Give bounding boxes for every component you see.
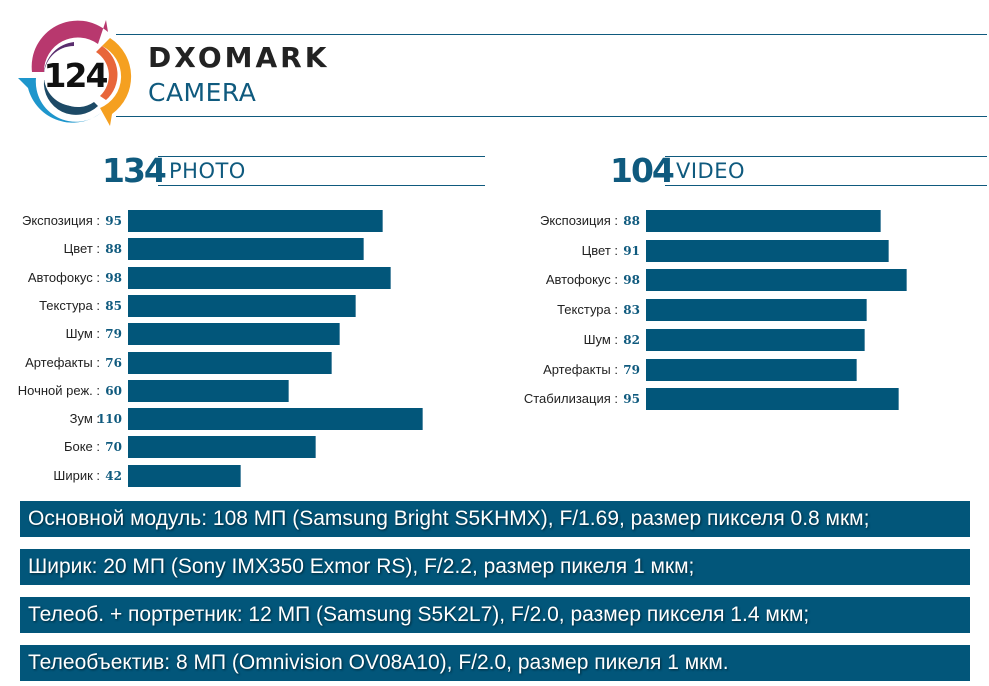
bar-category-label: Артефакты : [25,354,100,370]
photo-score: 134 [102,151,167,190]
bar-row: Текстура : 83 [0,299,989,322]
bar-value: 85 [105,298,122,313]
photo-rule-top [158,156,485,157]
bar [128,436,316,459]
bar-value: 98 [623,273,640,288]
bar [128,210,383,232]
header-rule-top [116,34,987,35]
bar-row: Экспозиция : 88 [0,210,989,232]
bar [646,299,867,322]
bar-category-label: Цвет : [63,241,100,257]
bar-category-label: Зум : [69,411,100,427]
bar [128,408,423,431]
bar-value: 60 [105,383,122,398]
bar-row: Артефакты : 76 [0,351,989,374]
brand-subtitle: CAMERA [148,78,257,107]
score-ring-icon [18,20,132,126]
spec-telephoto: Телеобъектив: 8 МП (Omnivision OV08A10),… [20,645,970,681]
bar-value: 95 [105,214,122,228]
bar-value: 98 [105,270,122,285]
bar-value: 91 [623,243,640,258]
bar-row: Автофокус : 98 [0,266,989,289]
bar [646,328,865,351]
spec-tele-portrait: Телеоб. + портретник: 12 МП (Samsung S5K… [20,597,970,633]
bar [128,464,241,487]
bar-row: Стабилизация : 95 [0,388,989,411]
spec-main-module: Основной модуль: 108 МП (Samsung Bright … [20,501,970,537]
bar [128,294,356,317]
bar-category-label: Автофокус : [545,272,618,288]
bar-category-label: Автофокус : [27,269,100,285]
bar [128,323,340,346]
dxomark-score-badge: 124 [14,16,134,134]
bar-value: 79 [105,327,122,342]
bar-category-label: Экспозиция : [22,213,100,228]
bar-row: Ширик : 42 [0,464,989,487]
bar-row: Автофокус : 98 [0,269,989,292]
bar-value: 70 [105,440,122,455]
bar-category-label: Шум : [65,326,100,342]
bar [646,388,899,411]
bar-category-label: Шум : [583,331,618,347]
bar [128,351,332,374]
bar [646,210,881,232]
header-rule-bottom [116,116,987,117]
bar-row: Боке : 70 [0,436,989,459]
bar-value: 110 [96,412,122,427]
video-rule-bottom [665,185,987,186]
bar-row: Ночной реж. : 60 [0,379,989,402]
video-score: 104 [610,151,675,190]
spec-ultrawide: Ширик: 20 МП (Sony IMX350 Exmor RS), F/2… [20,549,970,585]
bar-row: Текстура : 85 [0,294,989,317]
bar [128,379,289,402]
bar-category-label: Боке : [63,439,100,455]
bar-category-label: Экспозиция : [540,213,618,228]
video-label: VIDEO [676,159,746,183]
bar-category-label: Цвет : [581,242,618,258]
bar-row: Цвет : 91 [0,239,989,262]
overall-score: 124 [43,55,109,95]
bar-row: Артефакты : 79 [0,358,989,381]
bar-value: 76 [105,355,122,370]
bar [646,269,907,292]
bar [128,266,391,289]
bar-value: 83 [623,303,640,318]
bar-value: 82 [623,332,640,347]
bar-row: Экспозиция : 95 [0,210,989,232]
bar-value: 88 [623,214,640,228]
bar [646,358,857,381]
bar-category-label: Текстура : [557,302,618,318]
bar-row: Зум :110 [0,408,989,431]
bar-value: 88 [105,242,122,257]
bar-row: Шум : 79 [0,323,989,346]
bar [128,238,364,261]
photo-label: PHOTO [169,159,246,183]
bar-row: Цвет : 88 [0,238,989,261]
brand-title: DXOMARK [148,41,330,74]
bar-category-label: Ночной реж. : [17,382,100,398]
bar [646,239,889,262]
photo-rule-bottom [158,185,485,186]
video-rule-top [665,156,987,157]
bar-category-label: Текстура : [39,297,100,313]
bar-value: 79 [623,362,640,377]
bar-category-label: Артефакты : [543,361,618,377]
bar-category-label: Ширик : [53,467,100,483]
bar-row: Шум : 82 [0,328,989,351]
bar-value: 95 [623,392,640,407]
bar-value: 42 [105,468,122,483]
bar-category-label: Стабилизация : [523,391,618,407]
